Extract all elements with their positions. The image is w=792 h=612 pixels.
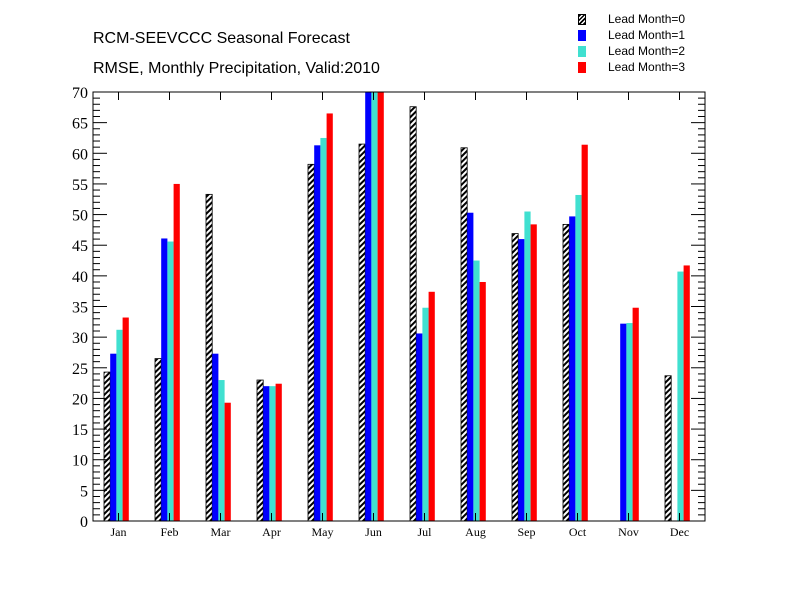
y-tick-label-25: 25: [72, 361, 88, 378]
bar-feb-lead-3: [173, 183, 180, 521]
bar-aug-lead-0: [460, 147, 468, 522]
bar-apr-lead-2: [269, 386, 276, 521]
bar-aug-lead-1: [467, 212, 474, 522]
bar-sep-lead-2: [524, 211, 531, 521]
legend-item-lead-0: Lead Month=0: [578, 11, 685, 27]
x-tick-label-mar: Mar: [211, 525, 231, 539]
bar-oct-lead-0: [562, 223, 570, 522]
bar-feb-lead-1: [161, 238, 168, 521]
bar-oct-lead-1: [569, 216, 576, 521]
bar-oct-lead-3: [581, 144, 588, 521]
bar-jun-lead-2: [371, 92, 378, 521]
bar-sep-lead-0: [511, 233, 519, 522]
x-tick-label-jul: Jul: [417, 525, 432, 539]
y-tick-label-35: 35: [72, 300, 88, 317]
x-tick-label-may: May: [312, 525, 334, 539]
y-tick-label-5: 5: [80, 483, 88, 500]
y-tick-label-45: 45: [72, 238, 88, 255]
bar-mar-lead-2: [218, 380, 225, 521]
y-tick-label-40: 40: [72, 269, 88, 286]
legend-swatch-lead-3: [578, 61, 586, 73]
bar-jan-lead-1: [110, 353, 117, 521]
x-tick-label-nov: Nov: [618, 525, 639, 539]
x-tick-label-dec: Dec: [670, 525, 689, 539]
bar-dec-lead-0: [664, 375, 672, 522]
legend-item-lead-2: Lead Month=2: [578, 43, 685, 59]
x-tick-label-aug: Aug: [465, 525, 486, 539]
bar-apr-lead-1: [263, 386, 270, 521]
bar-jan-lead-3: [122, 317, 129, 521]
bar-jul-lead-0: [409, 106, 417, 522]
y-tick-label-0: 0: [80, 514, 88, 531]
bar-may-lead-2: [320, 137, 327, 521]
bar-may-lead-3: [326, 113, 333, 521]
y-tick-label-70: 70: [72, 85, 88, 102]
bar-jun-lead-1: [365, 92, 372, 521]
bar-jul-lead-1: [416, 333, 423, 521]
chart-title: RCM-SEEVCCC Seasonal Forecast: [93, 30, 350, 47]
y-tick-label-15: 15: [72, 422, 88, 439]
legend-swatch-lead-2: [578, 45, 586, 57]
bar-nov-lead-2: [626, 323, 633, 521]
legend-swatch-lead-0: [578, 13, 586, 25]
bar-jun-lead-3: [377, 92, 384, 521]
bar-jul-lead-3: [428, 291, 435, 521]
x-tick-label-jun: Jun: [365, 525, 382, 539]
legend-item-lead-1: Lead Month=1: [578, 27, 685, 43]
x-tick-label-apr: Apr: [262, 525, 281, 539]
bar-feb-lead-0: [154, 358, 162, 522]
bar-nov-lead-1: [620, 323, 627, 521]
bar-sep-lead-3: [530, 224, 537, 521]
legend-item-lead-3: Lead Month=3: [578, 59, 685, 75]
bar-oct-lead-2: [575, 194, 582, 521]
bar-may-lead-0: [307, 163, 315, 522]
y-tick-label-10: 10: [72, 453, 88, 470]
bar-dec-lead-2: [677, 271, 684, 521]
y-tick-label-50: 50: [72, 208, 88, 225]
bar-jan-lead-2: [116, 329, 123, 521]
legend: Lead Month=0 Lead Month=1 Lead Month=2 L…: [578, 11, 685, 75]
bar-mar-lead-3: [224, 402, 231, 521]
x-tick-label-feb: Feb: [161, 525, 179, 539]
legend-label-lead-3: Lead Month=3: [608, 60, 686, 74]
x-tick-label-jan: Jan: [111, 525, 127, 539]
plot-frame: [92, 91, 706, 522]
chart-subtitle: RMSE, Monthly Precipitation, Valid:2010: [93, 60, 380, 77]
bar-sep-lead-1: [518, 239, 525, 521]
y-tick-label-65: 65: [72, 116, 88, 133]
bar-mar-lead-1: [212, 353, 219, 521]
legend-swatch-lead-1: [578, 29, 586, 41]
legend-label-lead-1: Lead Month=1: [608, 28, 686, 42]
legend-label-lead-2: Lead Month=2: [608, 44, 686, 58]
bar-feb-lead-2: [167, 241, 174, 522]
y-tick-label-30: 30: [72, 330, 88, 347]
bar-apr-lead-0: [256, 379, 264, 522]
bar-aug-lead-3: [479, 281, 486, 521]
bar-dec-lead-3: [683, 265, 690, 521]
y-tick-label-60: 60: [72, 146, 88, 163]
bar-aug-lead-2: [473, 260, 480, 521]
bar-jul-lead-2: [422, 307, 429, 521]
bar-jan-lead-0: [103, 371, 111, 522]
bar-jun-lead-0: [358, 143, 366, 522]
bar-apr-lead-3: [275, 383, 282, 521]
legend-label-lead-0: Lead Month=0: [608, 12, 686, 26]
y-tick-label-55: 55: [72, 177, 88, 194]
x-tick-label-oct: Oct: [569, 525, 587, 539]
x-tick-label-sep: Sep: [518, 525, 536, 539]
bar-nov-lead-3: [632, 307, 639, 521]
bar-mar-lead-0: [205, 193, 213, 522]
y-tick-label-20: 20: [72, 391, 88, 408]
bar-may-lead-1: [314, 145, 321, 521]
